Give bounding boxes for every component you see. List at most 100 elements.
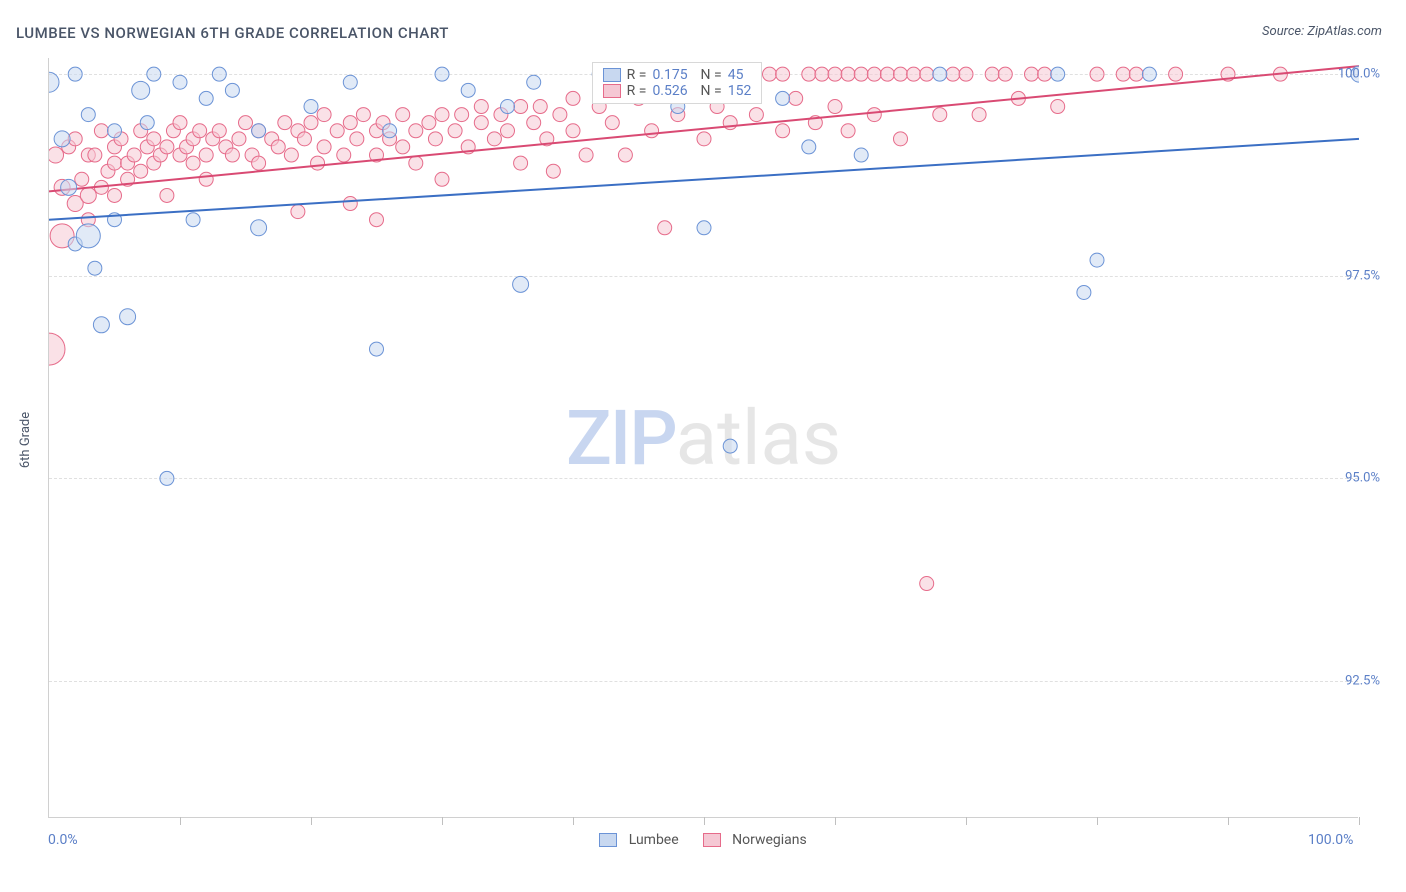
point-lumbee	[1142, 67, 1156, 81]
point-norwegians	[356, 108, 370, 122]
point-lumbee	[160, 471, 174, 485]
point-norwegians	[455, 108, 469, 122]
point-norwegians	[108, 156, 122, 170]
xtick	[1228, 817, 1229, 825]
point-lumbee	[251, 220, 267, 236]
point-lumbee	[723, 439, 737, 453]
point-lumbee	[140, 116, 154, 130]
point-norwegians	[291, 205, 305, 219]
point-norwegians	[618, 148, 632, 162]
point-norwegians	[422, 116, 436, 130]
point-lumbee	[461, 83, 475, 97]
point-norwegians	[80, 187, 96, 203]
n-value: 152	[728, 83, 752, 99]
swatch-norwegians	[703, 833, 721, 847]
point-lumbee	[120, 309, 136, 325]
point-norwegians	[428, 132, 442, 146]
point-lumbee	[776, 91, 790, 105]
point-norwegians	[501, 124, 515, 138]
point-lumbee	[697, 221, 711, 235]
point-lumbee	[49, 72, 59, 92]
point-norwegians	[1169, 67, 1183, 81]
point-norwegians	[553, 108, 567, 122]
point-norwegians	[199, 148, 213, 162]
point-norwegians	[311, 156, 325, 170]
xtick	[180, 817, 181, 825]
xtick-label: 100.0%	[1308, 832, 1353, 848]
point-norwegians	[1116, 67, 1130, 81]
stats-legend-box: R = 0.175 N = 45R = 0.526 N = 152	[592, 62, 763, 104]
swatch-lumbee	[599, 833, 617, 847]
point-norwegians	[487, 132, 501, 146]
chart-container: LUMBEE VS NORWEGIAN 6TH GRADE CORRELATIO…	[0, 0, 1406, 892]
point-norwegians	[841, 124, 855, 138]
point-norwegians	[828, 67, 842, 81]
point-norwegians	[566, 91, 580, 105]
point-lumbee	[304, 100, 318, 114]
point-norwegians	[108, 188, 122, 202]
point-norwegians	[252, 156, 266, 170]
point-norwegians	[1129, 67, 1143, 81]
stats-row-norwegians: R =0.526 N =152	[603, 83, 752, 99]
point-norwegians	[907, 67, 921, 81]
xtick	[1359, 817, 1360, 825]
point-lumbee	[81, 108, 95, 122]
r-label: R =	[627, 67, 647, 83]
stats-row-lumbee: R = 0.175 N = 45	[603, 67, 752, 83]
point-norwegians	[212, 124, 226, 138]
point-lumbee	[76, 224, 100, 248]
r-label: R =	[627, 83, 647, 99]
point-norwegians	[350, 132, 364, 146]
point-norwegians	[985, 67, 999, 81]
point-lumbee	[513, 276, 529, 292]
point-norwegians	[396, 140, 410, 154]
point-lumbee	[225, 83, 239, 97]
xtick	[442, 817, 443, 825]
point-norwegians	[894, 67, 908, 81]
point-norwegians	[409, 124, 423, 138]
point-lumbee	[370, 342, 384, 356]
swatch-norwegians-icon	[603, 84, 621, 98]
point-norwegians	[343, 116, 357, 130]
point-norwegians	[75, 172, 89, 186]
point-norwegians	[546, 164, 560, 178]
xtick	[704, 817, 705, 825]
point-norwegians	[920, 67, 934, 81]
point-norwegians	[474, 100, 488, 114]
r-value: 0.175	[652, 67, 687, 83]
point-norwegians	[317, 108, 331, 122]
trendline-lumbee	[49, 139, 1359, 220]
point-norwegians	[297, 132, 311, 146]
point-lumbee	[132, 81, 150, 99]
point-norwegians	[533, 100, 547, 114]
point-norwegians	[841, 67, 855, 81]
scatter-svg	[49, 58, 1359, 818]
point-norwegians	[776, 124, 790, 138]
n-label: N =	[694, 67, 722, 83]
point-lumbee	[343, 75, 357, 89]
r-value: 0.526	[652, 83, 687, 99]
point-lumbee	[527, 75, 541, 89]
point-norwegians	[225, 148, 239, 162]
point-lumbee	[199, 91, 213, 105]
point-norwegians	[49, 333, 65, 365]
xtick	[966, 817, 967, 825]
point-norwegians	[789, 91, 803, 105]
point-lumbee	[1077, 285, 1091, 299]
point-norwegians	[880, 67, 894, 81]
point-norwegians	[579, 148, 593, 162]
point-lumbee	[173, 75, 187, 89]
point-norwegians	[946, 67, 960, 81]
ytick-label: 92.5%	[1345, 673, 1380, 688]
point-norwegians	[972, 108, 986, 122]
n-value: 45	[728, 67, 744, 83]
point-norwegians	[776, 67, 790, 81]
point-norwegians	[867, 67, 881, 81]
point-norwegians	[337, 148, 351, 162]
point-lumbee	[383, 124, 397, 138]
xtick-label: 0.0%	[48, 832, 78, 848]
point-lumbee	[854, 148, 868, 162]
point-lumbee	[68, 67, 82, 81]
point-norwegians	[1025, 67, 1039, 81]
point-norwegians	[134, 164, 148, 178]
